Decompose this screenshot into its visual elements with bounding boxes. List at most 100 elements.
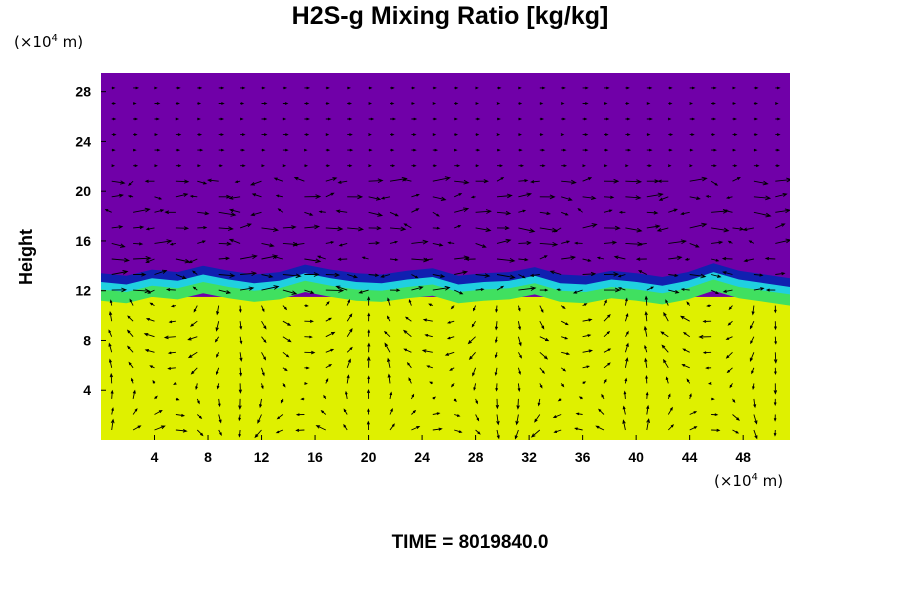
vector-arrow (464, 257, 476, 261)
vector-arrow (422, 318, 433, 322)
vector-arrow (145, 318, 155, 322)
vector-arrow (560, 305, 566, 310)
vector-arrow (774, 336, 778, 345)
vector-arrow (518, 117, 523, 121)
vector-arrow (582, 223, 598, 229)
vector-arrow (475, 414, 480, 422)
vector-arrow (189, 194, 198, 198)
vector-arrow (111, 407, 114, 415)
vector-arrow (367, 296, 371, 306)
vector-arrow (537, 398, 541, 407)
vector-arrow (539, 86, 546, 90)
vector-arrow (472, 367, 477, 377)
vector-arrow (625, 102, 630, 105)
vector-arrow (197, 86, 203, 90)
vector-arrow (387, 373, 391, 384)
vector-arrow (239, 321, 243, 330)
vector-arrow (335, 285, 348, 291)
vector-arrow (496, 193, 513, 199)
vector-arrow (618, 287, 626, 291)
vector-arrow (707, 382, 712, 385)
vector-arrow (218, 211, 237, 217)
vector-arrow (261, 102, 268, 105)
vector-arrow (347, 117, 353, 121)
vector-arrow (411, 239, 429, 245)
vector-arrow (773, 305, 777, 314)
vector-arrow (723, 209, 733, 213)
vector-arrow (517, 336, 522, 347)
vector-arrow (175, 164, 182, 168)
vector-arrow (325, 272, 341, 278)
vector-arrow (154, 269, 168, 275)
vector-arrow (111, 117, 117, 121)
vector-arrow (667, 117, 672, 121)
vector-arrow (598, 408, 605, 415)
vector-arrow (261, 148, 266, 152)
vector-arrow (470, 195, 476, 199)
vector-arrow (432, 117, 438, 121)
vector-arrow (337, 257, 348, 261)
vector-arrow (625, 133, 631, 137)
vector-arrow (110, 389, 114, 399)
vector-arrow (454, 102, 459, 105)
vector-arrow (578, 396, 583, 400)
vector-arrow (218, 226, 234, 231)
vector-arrow (706, 304, 712, 308)
vector-arrow (530, 180, 540, 184)
vector-arrow (239, 223, 252, 229)
vector-arrow (315, 425, 326, 431)
y-tick-label: 4 (83, 382, 91, 398)
vector-arrow (753, 414, 758, 425)
vector-arrow (154, 117, 160, 121)
vector-arrow (689, 411, 698, 415)
vector-arrow (432, 396, 437, 400)
vector-arrow (133, 207, 151, 213)
vector-arrow (698, 334, 712, 339)
vector-arrow (689, 102, 694, 105)
vector-arrow (215, 321, 220, 332)
vector-arrow (450, 305, 455, 310)
vector-arrow (711, 102, 716, 105)
vector-arrow (218, 414, 222, 424)
vector-arrow (773, 429, 777, 437)
vector-arrow (534, 414, 541, 423)
vector-arrow (282, 86, 288, 90)
vector-arrow (604, 148, 609, 152)
vector-arrow (753, 273, 764, 277)
vector-arrow (261, 117, 268, 121)
vector-arrow (347, 148, 354, 152)
vector-arrow (347, 133, 353, 137)
vector-arrow (154, 133, 159, 137)
vector-arrow (384, 342, 391, 353)
vector-arrow (109, 299, 113, 306)
vector-arrow (582, 365, 591, 369)
vector-arrow (368, 241, 381, 245)
vector-arrow (603, 330, 611, 338)
vector-arrow (711, 133, 716, 137)
vector-arrow (556, 288, 562, 292)
vector-arrow (539, 320, 545, 330)
vector-arrow (467, 336, 476, 345)
vector-arrow (240, 271, 258, 276)
vector-arrow (411, 148, 417, 152)
vector-arrow (622, 405, 626, 415)
vector-arrow (401, 178, 412, 182)
vector-arrow (518, 227, 536, 233)
vector-arrow (601, 393, 605, 400)
vector-arrow (411, 426, 421, 431)
vector-arrow (368, 133, 372, 137)
vector-arrow (368, 273, 380, 277)
vector-arrow (773, 398, 777, 406)
vector-arrow (390, 86, 395, 90)
vector-arrow (582, 117, 588, 121)
vector-arrow (191, 270, 198, 275)
vector-arrow (496, 285, 505, 291)
vector-arrow (187, 351, 198, 359)
vector-arrow (218, 398, 221, 408)
vector-arrow (518, 352, 522, 359)
vector-arrow (663, 358, 669, 369)
vector-arrow (276, 414, 284, 420)
vector-arrow (475, 179, 489, 184)
vector-arrow (623, 390, 627, 399)
vector-arrow (325, 148, 331, 152)
